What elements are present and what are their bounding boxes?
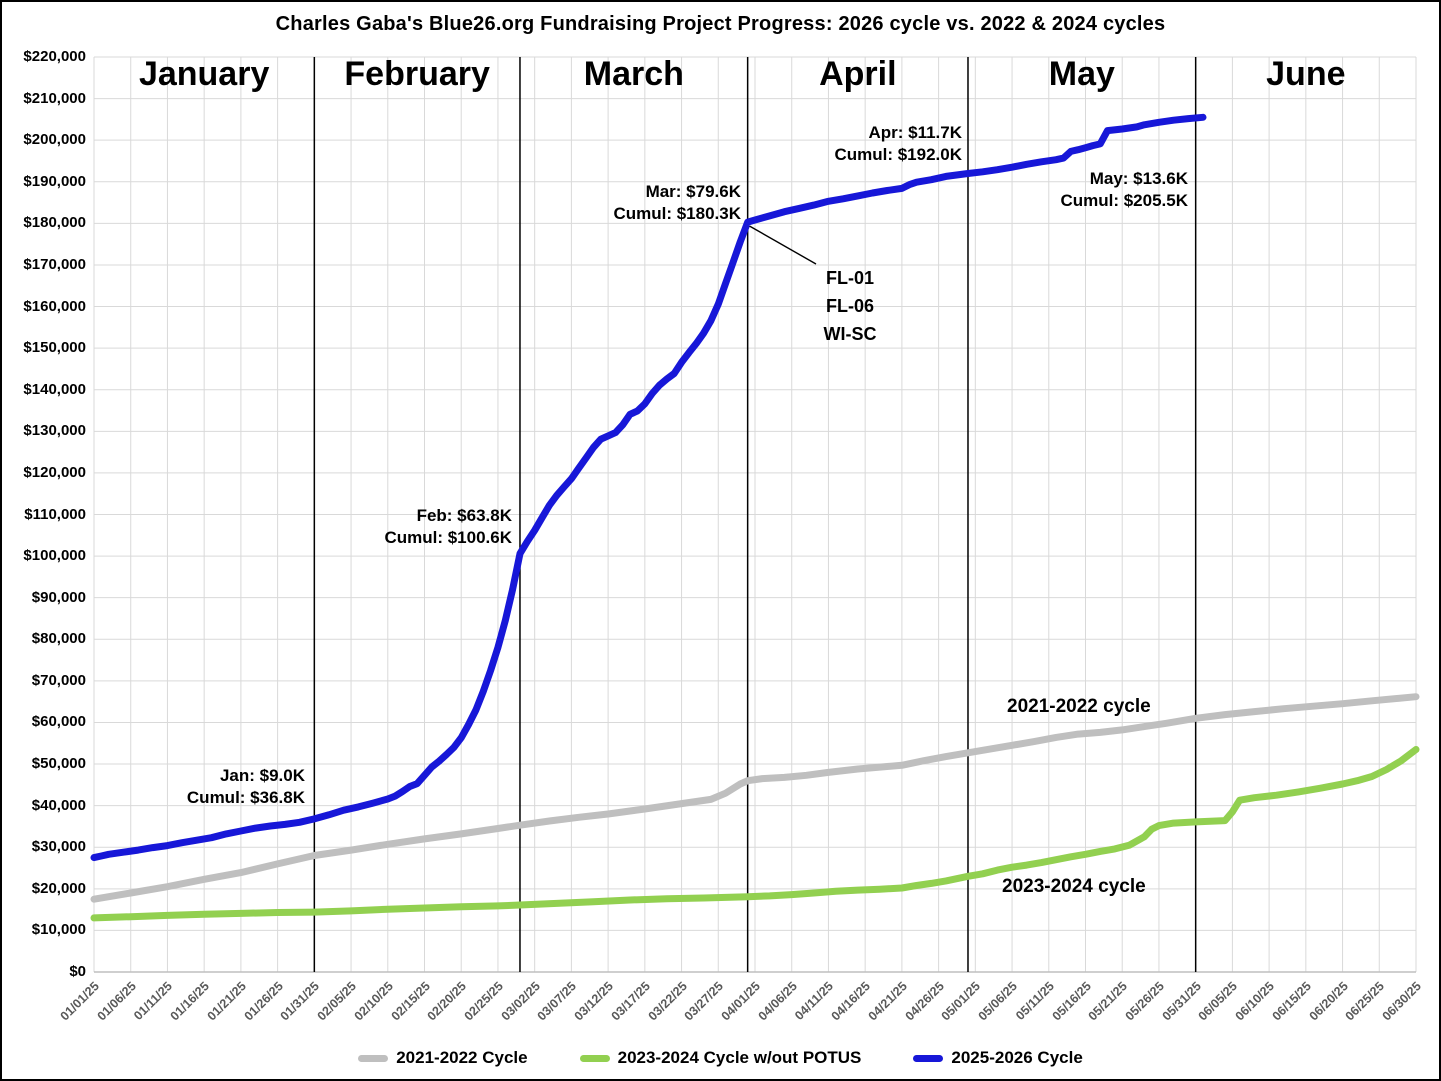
annotation-february-monthly: Feb: $63.8K bbox=[416, 506, 512, 525]
legend-item-2021-2022: 2021-2022 Cycle bbox=[358, 1048, 528, 1068]
y-axis-label: $180,000 bbox=[23, 214, 86, 232]
y-axis-label: $10,000 bbox=[31, 921, 86, 939]
legend-item-2023-2024: 2023-2024 Cycle w/out POTUS bbox=[579, 1048, 862, 1068]
series-line-2021-2022-cycle bbox=[90, 693, 1420, 903]
series-label-2023-2024: 2023-2024 cycle bbox=[1002, 876, 1146, 897]
y-axis-label: $120,000 bbox=[23, 463, 86, 481]
annotation-april: Apr: $11.7K Cumul: $192.0K bbox=[834, 122, 962, 166]
annotation-march: Mar: $79.6K Cumul: $180.3K bbox=[613, 181, 741, 225]
annotation-april-monthly: Apr: $11.7K bbox=[868, 123, 962, 142]
annotation-march-cumulative: Cumul: $180.3K bbox=[613, 204, 741, 223]
callout-special-elections: FL-01 FL-06 WI-SC bbox=[818, 264, 882, 348]
annotation-january-monthly: Jan: $9.0K bbox=[219, 766, 305, 785]
series-line-2023-2024-cycle-w-out-potus bbox=[90, 746, 1420, 922]
y-axis-label: $170,000 bbox=[23, 255, 86, 273]
y-axis-label: $160,000 bbox=[23, 297, 86, 315]
y-axis-label: $30,000 bbox=[31, 838, 86, 856]
annotation-april-cumulative: Cumul: $192.0K bbox=[834, 145, 962, 164]
annotation-february-cumulative: Cumul: $100.6K bbox=[384, 528, 512, 547]
annotation-may: May: $13.6K Cumul: $205.5K bbox=[1060, 168, 1188, 212]
annotation-january: Jan: $9.0K Cumul: $36.8K bbox=[187, 765, 305, 809]
legend-label-2025-2026: 2025-2026 Cycle bbox=[951, 1048, 1083, 1067]
callout-line-fl06: FL-06 bbox=[825, 296, 874, 316]
y-axis-label: $0 bbox=[69, 963, 86, 980]
y-axis-label: $150,000 bbox=[23, 339, 86, 357]
y-axis-label: $100,000 bbox=[23, 547, 86, 565]
annotation-february: Feb: $63.8K Cumul: $100.6K bbox=[384, 505, 512, 549]
month-label-april: April bbox=[819, 55, 897, 93]
y-axis-label: $130,000 bbox=[23, 422, 86, 440]
annotation-january-cumulative: Cumul: $36.8K bbox=[186, 788, 305, 807]
annotation-may-monthly: May: $13.6K bbox=[1089, 169, 1188, 188]
month-label-june: June bbox=[1266, 55, 1346, 93]
callout-line-wisc: WI-SC bbox=[823, 324, 877, 344]
annotation-march-monthly: Mar: $79.6K bbox=[645, 182, 741, 201]
y-axis-label: $70,000 bbox=[31, 671, 86, 689]
month-label-march: March bbox=[583, 55, 684, 93]
y-axis-label: $60,000 bbox=[31, 713, 86, 731]
legend-swatch-gray bbox=[358, 1054, 389, 1062]
month-label-february: February bbox=[344, 55, 490, 93]
legend-swatch-green bbox=[579, 1054, 610, 1062]
y-axis-label: $50,000 bbox=[31, 755, 86, 773]
legend-label-2023-2024: 2023-2024 Cycle w/out POTUS bbox=[617, 1048, 862, 1067]
y-axis-label: $40,000 bbox=[31, 796, 86, 814]
callout-line-fl01: FL-01 bbox=[825, 268, 874, 288]
y-axis-label: $110,000 bbox=[24, 505, 86, 523]
y-axis-label: $140,000 bbox=[23, 380, 86, 398]
series-line-2025-2026-cycle bbox=[90, 113, 1207, 862]
callout-leader-line bbox=[749, 225, 817, 265]
y-axis-label: $220,000 bbox=[23, 48, 86, 65]
annotation-may-cumulative: Cumul: $205.5K bbox=[1060, 191, 1188, 210]
chart-title: Charles Gaba's Blue26.org Fundraising Pr… bbox=[275, 13, 1166, 35]
y-axis-label: $20,000 bbox=[31, 879, 86, 897]
y-axis-label: $190,000 bbox=[23, 172, 86, 190]
gridlines bbox=[93, 56, 1417, 973]
month-label-may: May bbox=[1048, 55, 1115, 93]
y-axis-label: $210,000 bbox=[23, 89, 86, 107]
series-label-2021-2022: 2021-2022 cycle bbox=[1007, 696, 1151, 717]
y-axis-label: $90,000 bbox=[31, 588, 86, 606]
legend: 2021-2022 Cycle 2023-2024 Cycle w/out PO… bbox=[2, 1048, 1439, 1068]
legend-label-2021-2022: 2021-2022 Cycle bbox=[396, 1048, 528, 1067]
y-axis-label: $200,000 bbox=[23, 131, 86, 149]
y-axis-label: $80,000 bbox=[31, 630, 86, 648]
month-label-january: January bbox=[138, 55, 270, 93]
legend-swatch-blue bbox=[913, 1054, 944, 1062]
legend-item-2025-2026: 2025-2026 Cycle bbox=[913, 1048, 1083, 1068]
